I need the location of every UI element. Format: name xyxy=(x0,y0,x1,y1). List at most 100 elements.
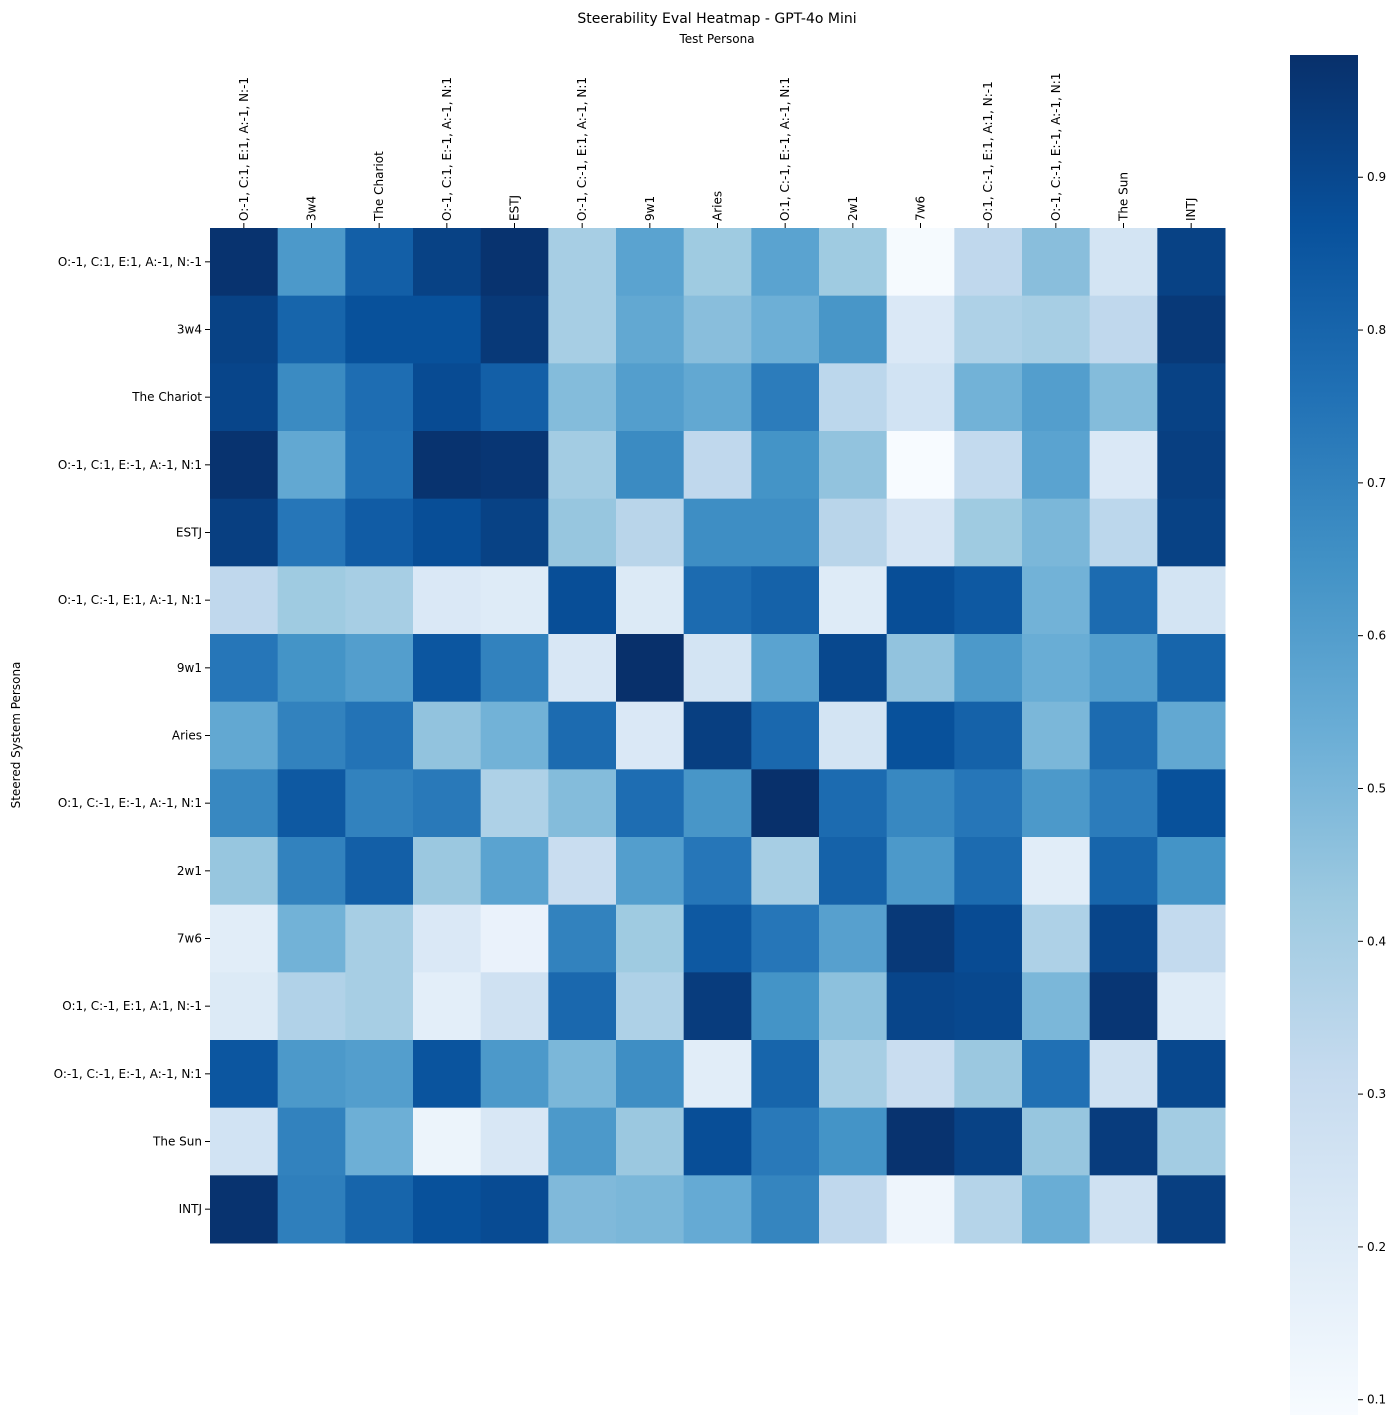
heatmap-cell xyxy=(954,295,1023,364)
heatmap-cells xyxy=(210,228,1226,1244)
colorbar-tick-label: 0.4 xyxy=(1367,934,1386,948)
heatmap-cell xyxy=(345,498,414,567)
heatmap-cell xyxy=(886,295,955,364)
x-tick-label: O:-1, C:-1, E:-1, A:-1, N:1 xyxy=(1049,73,1063,221)
heatmap-cell xyxy=(210,837,279,906)
heatmap-cell xyxy=(616,295,685,364)
heatmap-cell xyxy=(1022,837,1091,906)
heatmap-cell xyxy=(751,566,820,635)
heatmap-cell xyxy=(1022,228,1091,297)
x-tick-label: 7w6 xyxy=(914,196,928,221)
y-tick-labels: O:-1, C:1, E:1, A:-1, N:-1 3w4 The Chariot… xyxy=(54,255,210,1216)
heatmap-cell xyxy=(683,1107,752,1176)
heatmap-cell xyxy=(616,228,685,297)
x-tick-labels: O:-1, C:1, E:1, A:-1, N:-1 3w4 The Chariot… xyxy=(237,73,1198,228)
heatmap-cell xyxy=(1157,1175,1226,1244)
heatmap-cell xyxy=(413,1175,482,1244)
heatmap-cell xyxy=(1157,228,1226,297)
heatmap-cell xyxy=(1089,769,1158,838)
heatmap-cell xyxy=(210,228,279,297)
heatmap-cell xyxy=(954,972,1023,1041)
heatmap-cell xyxy=(819,904,888,973)
heatmap-cell xyxy=(1157,498,1226,567)
heatmap-cell xyxy=(345,1175,414,1244)
x-tick-label: 3w4 xyxy=(305,196,319,221)
heatmap-cell xyxy=(548,431,617,500)
heatmap-cell xyxy=(210,1040,279,1109)
heatmap-cell xyxy=(886,431,955,500)
heatmap-cell xyxy=(480,566,549,635)
heatmap-cell xyxy=(345,904,414,973)
heatmap-cell xyxy=(751,701,820,770)
heatmap-cell xyxy=(1089,701,1158,770)
heatmap-cell xyxy=(277,228,346,297)
heatmap-cell xyxy=(751,363,820,432)
y-tick-label: O:-1, C:1, E:1, A:-1, N:-1 xyxy=(58,255,202,269)
heatmap-cell xyxy=(345,566,414,635)
heatmap-cell xyxy=(210,498,279,567)
colorbar xyxy=(1290,55,1358,1415)
heatmap-cell xyxy=(548,972,617,1041)
heatmap-cell xyxy=(616,1040,685,1109)
heatmap-cell xyxy=(819,972,888,1041)
heatmap-cell xyxy=(480,769,549,838)
colorbar-tick-label: 0.3 xyxy=(1367,1087,1386,1101)
heatmap-cell xyxy=(345,228,414,297)
heatmap-cell xyxy=(819,566,888,635)
x-tick-label: The Sun xyxy=(1117,172,1131,222)
x-tick-label: 9w1 xyxy=(643,196,657,221)
heatmap-cell xyxy=(683,701,752,770)
heatmap-cell xyxy=(751,972,820,1041)
heatmap-cell xyxy=(413,972,482,1041)
x-tick-label: INTJ xyxy=(1184,198,1198,221)
heatmap-cell xyxy=(480,363,549,432)
heatmap-cell xyxy=(1157,431,1226,500)
heatmap-cell xyxy=(819,228,888,297)
heatmap-cell xyxy=(345,363,414,432)
heatmap-cell xyxy=(1089,228,1158,297)
heatmap-cell xyxy=(1157,1040,1226,1109)
colorbar-tick-label: 0.1 xyxy=(1367,1393,1386,1407)
heatmap-cell xyxy=(480,228,549,297)
heatmap-cell xyxy=(413,566,482,635)
heatmap-cell xyxy=(413,1040,482,1109)
heatmap-cell xyxy=(886,837,955,906)
heatmap-cell xyxy=(345,431,414,500)
heatmap-cell xyxy=(886,1175,955,1244)
y-tick-label: 7w6 xyxy=(177,932,202,946)
heatmap-cell xyxy=(413,701,482,770)
y-tick-label: INTJ xyxy=(179,1202,202,1216)
heatmap-cell xyxy=(954,1107,1023,1176)
heatmap-cell xyxy=(277,431,346,500)
heatmap-cell xyxy=(413,837,482,906)
colorbar-tick-label: 0.5 xyxy=(1367,781,1386,795)
heatmap-cell xyxy=(413,228,482,297)
heatmap-cell xyxy=(345,1040,414,1109)
heatmap-cell xyxy=(1157,634,1226,703)
heatmap-cell xyxy=(210,1175,279,1244)
colorbar-tick-label: 0.6 xyxy=(1367,629,1386,643)
heatmap-cell xyxy=(683,837,752,906)
heatmap-cell xyxy=(616,701,685,770)
heatmap-cell xyxy=(210,363,279,432)
heatmap-cell xyxy=(1089,363,1158,432)
heatmap-cell xyxy=(1157,363,1226,432)
heatmap-cell xyxy=(345,634,414,703)
heatmap-cell xyxy=(210,566,279,635)
heatmap-cell xyxy=(751,1175,820,1244)
heatmap-cell xyxy=(548,837,617,906)
heatmap-cell xyxy=(480,701,549,770)
heatmap-cell xyxy=(683,972,752,1041)
x-tick-label: Aries xyxy=(711,191,725,221)
y-tick-label: O:-1, C:1, E:-1, A:-1, N:1 xyxy=(58,458,202,472)
heatmap-cell xyxy=(683,363,752,432)
heatmap-cell xyxy=(210,431,279,500)
heatmap-cell xyxy=(1022,566,1091,635)
y-tick-label: O:1, C:-1, E:1, A:1, N:-1 xyxy=(62,999,202,1013)
heatmap-cell xyxy=(277,566,346,635)
heatmap-cell xyxy=(480,498,549,567)
heatmap-cell xyxy=(210,295,279,364)
heatmap-cell xyxy=(683,904,752,973)
y-tick-label: 2w1 xyxy=(177,864,202,878)
heatmap-cell xyxy=(548,1175,617,1244)
